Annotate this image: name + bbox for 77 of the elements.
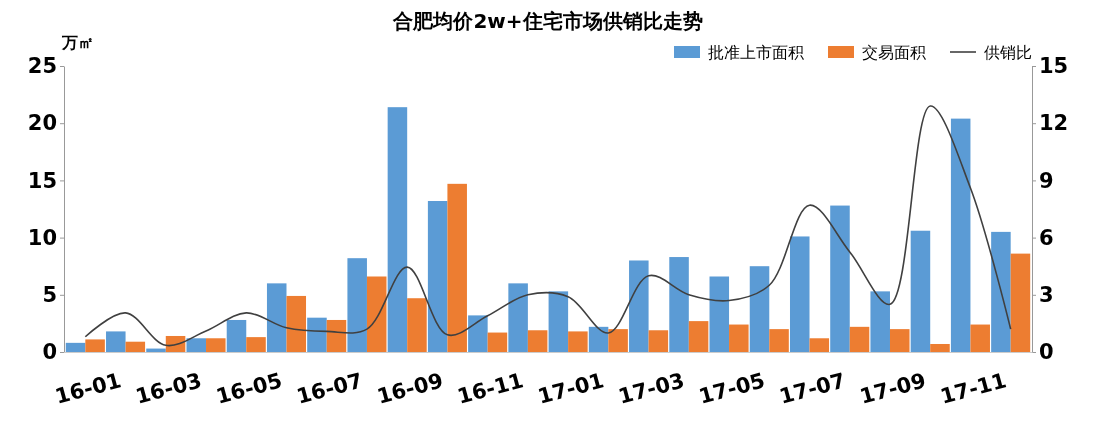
x-tick-label: 17-01 <box>535 368 607 409</box>
x-tick-label: 16-05 <box>213 368 285 409</box>
bar <box>286 295 307 352</box>
y-tick-label: 15 <box>27 168 57 193</box>
bar <box>991 231 1011 352</box>
bar <box>809 338 830 352</box>
y2-tick-label: 15 <box>1039 54 1069 79</box>
chart-title: 合肥均价2w+住宅市场供销比走势 <box>392 9 703 33</box>
bar <box>266 283 287 352</box>
x-tick-label: 17-09 <box>857 368 929 409</box>
bar <box>487 332 508 352</box>
x-tick-label: 16-11 <box>454 368 527 409</box>
bar <box>629 260 649 352</box>
bar <box>387 107 408 352</box>
bar <box>106 331 126 352</box>
bar <box>427 200 448 352</box>
bar <box>186 338 207 352</box>
y2-tick-label: 0 <box>1039 340 1054 365</box>
bar <box>307 317 327 352</box>
x-tick-label: 17-03 <box>615 368 687 409</box>
bar <box>950 118 971 352</box>
bar <box>468 315 488 352</box>
bar <box>85 339 105 352</box>
y-tick-label: 5 <box>42 283 57 308</box>
x-tick-label: 17-11 <box>937 368 1009 409</box>
x-tick-label: 17-05 <box>696 368 768 409</box>
y2-tick-label: 3 <box>1039 283 1054 308</box>
x-tick-label: 16-07 <box>294 368 366 409</box>
bar <box>729 324 749 352</box>
y2-tick-label: 9 <box>1039 168 1054 193</box>
bar <box>65 342 86 352</box>
bar <box>709 276 730 352</box>
bar <box>608 329 628 352</box>
bar <box>407 298 427 352</box>
bar <box>830 205 850 352</box>
bar <box>347 258 367 352</box>
x-tick-label: 16-01 <box>52 368 124 409</box>
legend-label: 批准上市面积 <box>708 43 804 62</box>
bar <box>669 257 689 352</box>
legend-label: 供销比 <box>984 43 1032 62</box>
bar <box>930 343 950 352</box>
bar <box>1010 253 1031 352</box>
bar <box>970 324 990 352</box>
bar <box>688 321 709 352</box>
bar <box>508 283 528 352</box>
bar <box>648 330 669 352</box>
bar <box>870 291 890 352</box>
line-series <box>84 105 1012 347</box>
bar <box>749 266 770 352</box>
bar <box>789 236 810 352</box>
bar <box>910 230 931 352</box>
bar <box>206 338 226 352</box>
y-tick-label: 25 <box>27 54 57 79</box>
y-axis-title: 万㎡ <box>61 33 94 52</box>
bar <box>849 326 870 352</box>
y-tick-label: 20 <box>27 111 57 136</box>
bar <box>366 276 387 352</box>
bar <box>146 348 166 352</box>
y-tick-label: 0 <box>42 340 57 365</box>
bar <box>588 326 609 352</box>
bar <box>326 319 347 352</box>
bar <box>568 331 588 352</box>
bar <box>548 291 569 352</box>
x-tick-label: 16-03 <box>133 368 205 409</box>
bar <box>889 329 910 352</box>
y-tick-label: 10 <box>27 225 57 250</box>
x-tick-label: 16-09 <box>374 368 446 409</box>
y2-tick-label: 6 <box>1039 225 1054 250</box>
bar <box>447 183 467 352</box>
bar <box>527 330 548 352</box>
legend-label: 交易面积 <box>862 43 926 62</box>
bar <box>226 319 247 352</box>
y2-tick-label: 12 <box>1039 111 1069 136</box>
bar <box>125 341 146 352</box>
bar <box>769 329 789 352</box>
x-tick-label: 17-07 <box>776 368 848 409</box>
bar <box>246 337 266 352</box>
